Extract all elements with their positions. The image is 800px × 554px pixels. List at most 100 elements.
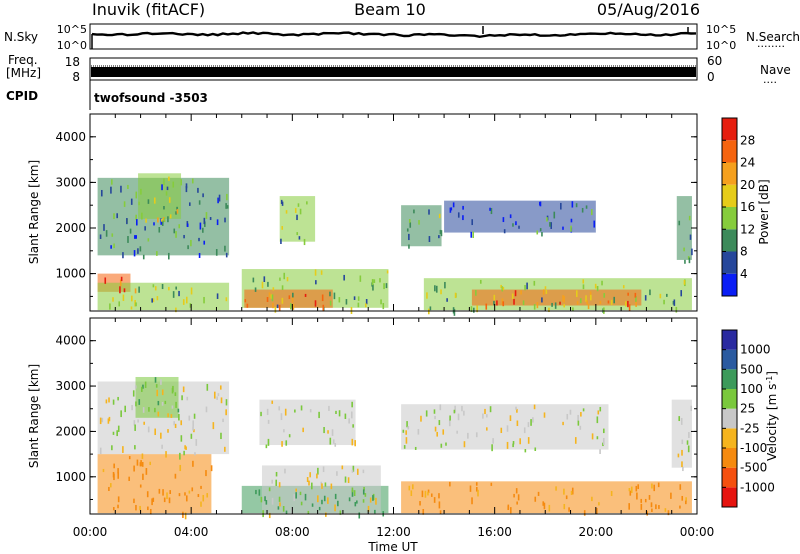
speckle-cell [367,505,370,512]
speckle-cell [560,202,562,210]
speckle-cell [117,425,120,432]
speckle-cell [541,232,543,237]
speckle-cell [462,215,464,221]
speckle-cell [110,245,112,249]
speckle-cell [438,420,441,426]
speckle-cell [628,488,631,492]
speckle-cell [117,468,119,474]
speckle-cell [322,304,325,312]
speckle-cell [99,447,102,455]
speckle-cell [427,491,429,496]
speckle-cell [186,223,189,228]
speckle-cell [453,308,456,316]
speckle-cell [502,217,505,223]
speckle-cell [445,442,447,446]
speckle-cell [279,277,281,281]
speckle-cell [101,417,104,423]
colorbar-segment [722,349,737,370]
speckle-cell [635,296,637,303]
speckle-cell [475,290,477,296]
speckle-cell [583,510,586,516]
speckle-cell [435,285,438,293]
freq-frame [89,57,698,81]
speckle-cell [140,188,142,195]
speckle-cell [496,300,498,306]
nsky-label: N.Sky [4,30,38,44]
speckle-cell [190,433,193,439]
speckle-cell [156,251,158,256]
speckle-cell [568,507,570,512]
speckle-cell [428,209,430,215]
speckle-cell [408,244,410,249]
speckle-cell [457,212,460,218]
speckle-cell [179,464,182,472]
speckle-cell [268,292,271,298]
speckle-cell [629,490,632,496]
speckle-cell [475,487,478,492]
speckle-cell [266,297,269,302]
speckle-cell [158,227,161,233]
colorbar-tick-label: 25 [740,402,755,416]
speckle-cell [598,502,600,506]
speckle-cell [298,236,301,240]
data-region-4 [261,465,381,514]
speckle-cell [202,494,205,502]
speckle-cell [622,285,625,289]
speckle-cell [453,409,456,414]
speckle-cell [314,300,317,307]
speckle-cell [489,406,492,413]
speckle-cell [285,510,288,515]
speckle-cell [581,207,584,213]
speckle-cell [226,205,229,209]
speckle-cell [193,413,196,419]
speckle-cell [132,390,135,397]
speckle-cell [264,496,266,502]
speckle-cell [99,417,102,425]
speckle-cell [533,280,536,286]
colorbar-segment [722,428,737,448]
speckle-cell [163,206,165,210]
speckle-cell [311,482,313,490]
speckle-cell [471,219,474,226]
speckle-cell [427,489,430,494]
speckle-cell [176,206,178,211]
speckle-cell [320,270,323,275]
speckle-cell [369,497,372,503]
speckle-cell [188,415,191,421]
speckle-cell [471,497,473,505]
speckle-cell [149,508,152,515]
speckle-cell [679,484,682,490]
speckle-cell [546,217,548,222]
speckle-cell [168,497,171,504]
speckle-cell [113,243,115,249]
speckle-cell [182,386,185,393]
nsearch-tick-bottom: 10^0 [706,39,736,52]
speckle-cell [501,286,504,292]
speckle-cell [290,303,292,310]
speckle-cell [364,303,367,308]
speckle-cell [304,493,307,501]
speckle-cell [425,410,428,417]
speckle-cell [154,428,156,436]
speckle-cell [206,493,209,498]
colorbar-segment [722,389,737,409]
speckle-cell [161,218,163,222]
speckle-cell [296,232,299,236]
speckle-cell [271,400,274,404]
speckle-cell [206,383,209,391]
freq-unit: [MHz] [6,66,41,80]
speckle-cell [174,423,177,429]
speckle-cell [684,259,686,264]
speckle-cell [295,492,297,499]
speckle-cell [651,483,653,489]
speckle-cell [278,482,281,488]
colorbar-segment [722,467,737,488]
speckle-cell [351,401,353,408]
speckle-cell [476,305,478,313]
speckle-cell [371,279,374,286]
speckle-cell [192,460,194,467]
speckle-cell [405,437,408,444]
speckle-cell [127,184,129,189]
speckle-cell [128,456,131,460]
speckle-cell [140,386,143,392]
